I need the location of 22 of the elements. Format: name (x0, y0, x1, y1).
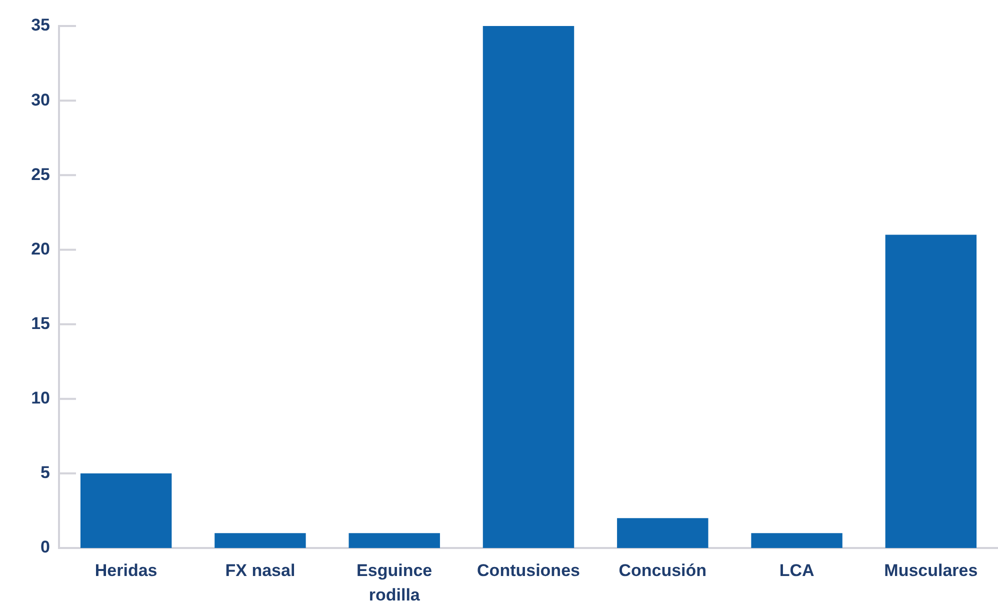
y-tick-label: 0 (40, 538, 50, 557)
y-tick-label: 10 (31, 388, 50, 408)
x-tick-label: Contusiones (477, 561, 580, 580)
x-tick-label: Heridas (94, 561, 158, 580)
y-tick-label: 35 (31, 16, 50, 35)
x-tick-label: Concusión (618, 561, 707, 580)
bar (214, 533, 306, 548)
bar (617, 518, 708, 548)
y-tick-label: 25 (31, 164, 50, 184)
x-tick-label: LCA (779, 561, 814, 580)
bar (751, 533, 842, 548)
bar (482, 26, 574, 548)
y-tick-label: 20 (31, 239, 50, 258)
bar (348, 533, 440, 548)
y-tick-label: 5 (40, 463, 50, 482)
y-tick-label: 30 (31, 90, 50, 110)
x-tick-label: FX nasal (225, 561, 296, 580)
bar (80, 473, 172, 548)
bar (885, 234, 977, 548)
x-tick-label: Esguince rodilla (356, 561, 432, 602)
x-tick-label: Musculares (884, 561, 978, 580)
y-tick-label: 15 (31, 314, 50, 333)
